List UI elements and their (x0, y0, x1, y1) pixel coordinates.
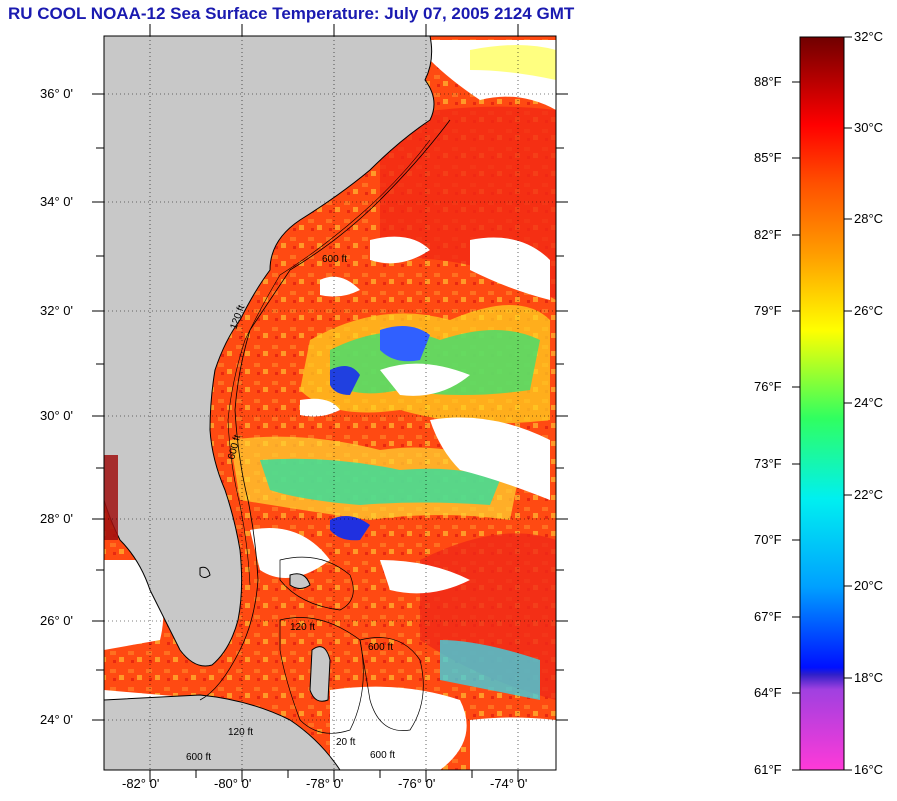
isobath-600ft (199, 119, 451, 701)
fahrenheit-label: 88°F (754, 74, 782, 89)
latitude-label: 24° 0' (40, 712, 73, 727)
isobath-label: 600 ft (368, 642, 393, 653)
celsius-label: 22°C (854, 487, 884, 502)
celsius-label: 18°C (854, 670, 884, 685)
fahrenheit-label: 64°F (754, 685, 782, 700)
fahrenheit-label: 67°F (754, 609, 782, 624)
fahrenheit-label: 82°F (754, 227, 782, 242)
celsius-label: 16°C (854, 762, 884, 777)
isobath-label: 600 ft (370, 750, 395, 761)
fahrenheit-label: 85°F (754, 150, 782, 165)
fahrenheit-label: 79°F (754, 303, 782, 318)
graticule (104, 36, 556, 770)
isobath-120ft (227, 139, 431, 586)
fahrenheit-label: 70°F (754, 532, 782, 547)
frame-ticks (92, 24, 568, 782)
latitude-label: 26° 0' (40, 613, 73, 628)
map-frame (103, 35, 557, 771)
land-bahamas (289, 573, 311, 589)
celsius-label: 28°C (854, 211, 884, 226)
latitude-label: 28° 0' (40, 511, 73, 526)
longitude-label: -78° 0' (306, 776, 344, 791)
land-cuba (104, 694, 341, 770)
fahrenheit-label: 61°F (754, 762, 782, 777)
celsius-label: 30°C (854, 120, 884, 135)
map-area (104, 36, 556, 770)
celsius-label: 26°C (854, 303, 884, 318)
latitude-label: 30° 0' (40, 408, 73, 423)
longitude-label: -80° 0' (214, 776, 252, 791)
isobath-label: 120 ft (228, 727, 253, 738)
isobath-label: 600 ft (322, 254, 347, 265)
longitude-label: -74° 0' (490, 776, 528, 791)
celsius-label: 32°C (854, 29, 884, 44)
latitude-label: 32° 0' (40, 303, 73, 318)
celsius-label: 24°C (854, 395, 884, 410)
land-us-east-coast (104, 36, 435, 667)
latitude-label: 34° 0' (40, 194, 73, 209)
map-title: RU COOL NOAA-12 Sea Surface Temperature:… (8, 4, 575, 23)
celsius-label: 20°C (854, 578, 884, 593)
isobath-label: 120 ft (290, 622, 315, 633)
colorbar-ticks (792, 36, 852, 771)
isobath-label: 600 ft (186, 752, 211, 763)
fahrenheit-label: 76°F (754, 379, 782, 394)
longitude-label: -82° 0' (122, 776, 160, 791)
latitude-label: 36° 0' (40, 86, 73, 101)
colorbar (799, 36, 845, 771)
fahrenheit-label: 73°F (754, 456, 782, 471)
isobath-label: 20 ft (336, 737, 356, 748)
longitude-label: -76° 0' (398, 776, 436, 791)
